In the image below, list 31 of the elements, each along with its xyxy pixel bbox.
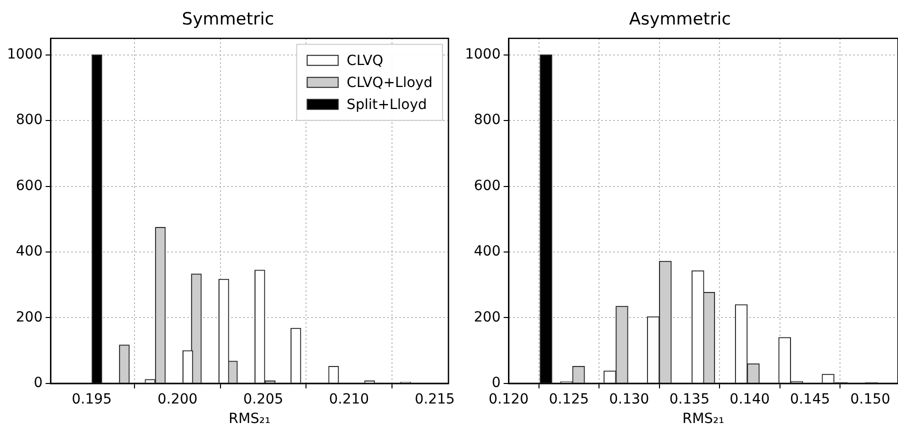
chart-title: Asymmetric — [629, 10, 731, 30]
y-tick-label: 1000 — [6, 46, 43, 62]
x-tick-label: 0.210 — [328, 391, 370, 408]
x-tick-label: 0.195 — [72, 391, 112, 408]
y-tick-label: 600 — [16, 178, 43, 194]
y-tick-label: 0 — [34, 375, 43, 392]
y-tick-label: 200 — [16, 309, 43, 326]
x-axis-title: RMS₂₁ — [228, 411, 271, 428]
y-tick-label: 1000 — [464, 46, 501, 62]
x-tick-label: 0.205 — [243, 391, 284, 408]
chart-title: Symmetric — [182, 10, 274, 30]
y-tick-label: 400 — [474, 244, 501, 260]
legend-label: CLVQ+Lloyd — [346, 75, 432, 92]
y-tick-label: 800 — [16, 112, 43, 128]
y-tick-label: 600 — [474, 178, 501, 194]
x-tick-label: 0.150 — [850, 391, 890, 408]
y-tick-label: 200 — [474, 309, 501, 326]
y-tick-label: 0 — [492, 375, 501, 392]
y-tick-label: 400 — [16, 244, 43, 260]
legend-label: CLVQ — [346, 53, 384, 70]
x-tick-label: 0.200 — [157, 391, 198, 408]
x-tick-label: 0.125 — [548, 391, 589, 408]
legend-label: Split+Lloyd — [346, 97, 427, 114]
x-tick-label: 0.120 — [488, 391, 529, 408]
x-axis-title: RMS₂₁ — [682, 411, 724, 428]
x-tick-label: 0.130 — [609, 391, 650, 408]
x-tick-label: 0.135 — [669, 391, 710, 408]
x-tick-label: 0.140 — [730, 391, 770, 408]
x-tick-label: 0.145 — [790, 391, 830, 408]
y-tick-label: 800 — [474, 112, 501, 128]
x-tick-label: 0.215 — [414, 391, 455, 408]
